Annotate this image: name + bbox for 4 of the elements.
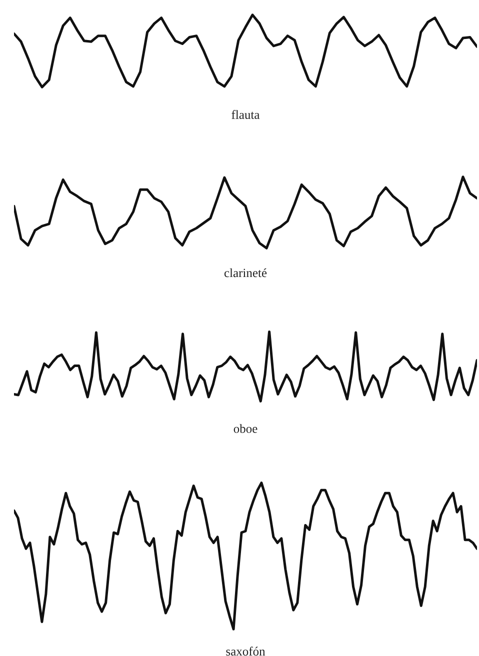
x-axis-title: saxofón (226, 646, 266, 656)
x-axis-title: flauta (232, 110, 260, 119)
x-axis-title: oboe (234, 424, 258, 433)
x-axis-title: clarineté (224, 268, 267, 278)
